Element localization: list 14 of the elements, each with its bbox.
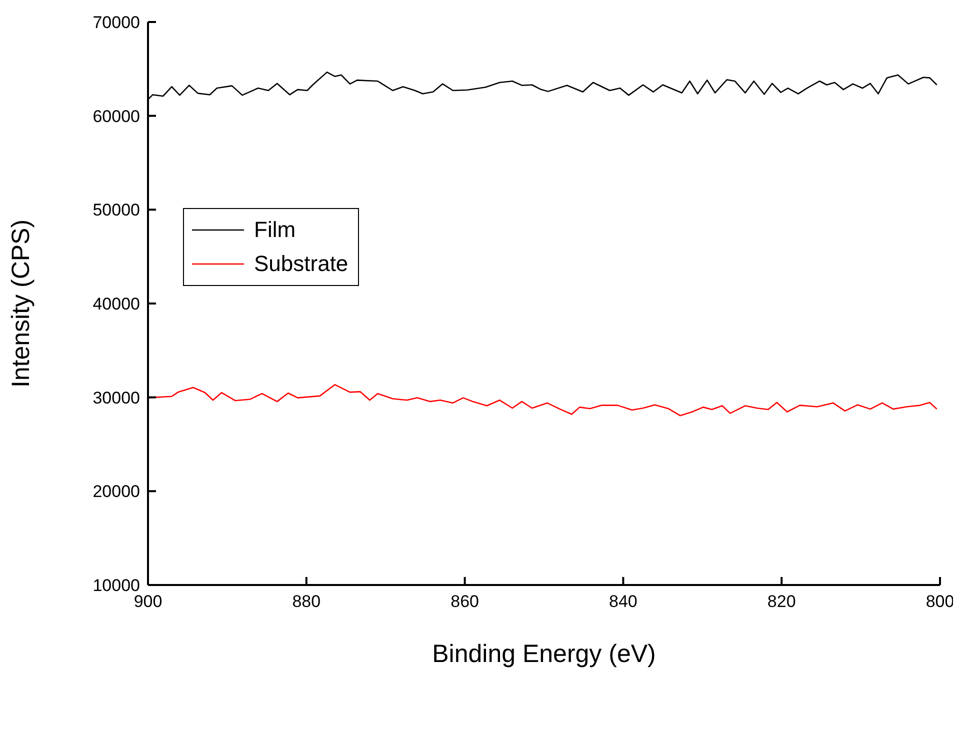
y-tick-label: 20000 bbox=[92, 482, 140, 502]
x-tick-label: 880 bbox=[292, 592, 321, 612]
y-tick-label: 30000 bbox=[92, 388, 140, 408]
x-tick-label: 820 bbox=[767, 592, 796, 612]
y-axis-title: Intensity (CPS) bbox=[6, 219, 35, 388]
x-axis-title: Binding Energy (eV) bbox=[432, 640, 656, 668]
x-tick-label: 860 bbox=[450, 592, 479, 612]
y-tick-label: 70000 bbox=[92, 13, 140, 32]
legend-label: Film bbox=[254, 217, 296, 243]
x-tick-label: 840 bbox=[609, 592, 638, 612]
y-tick-label: 40000 bbox=[92, 294, 140, 314]
y-tick-label: 60000 bbox=[92, 106, 140, 126]
y-tick-label: 50000 bbox=[92, 200, 140, 220]
legend-label: Substrate bbox=[254, 251, 348, 277]
